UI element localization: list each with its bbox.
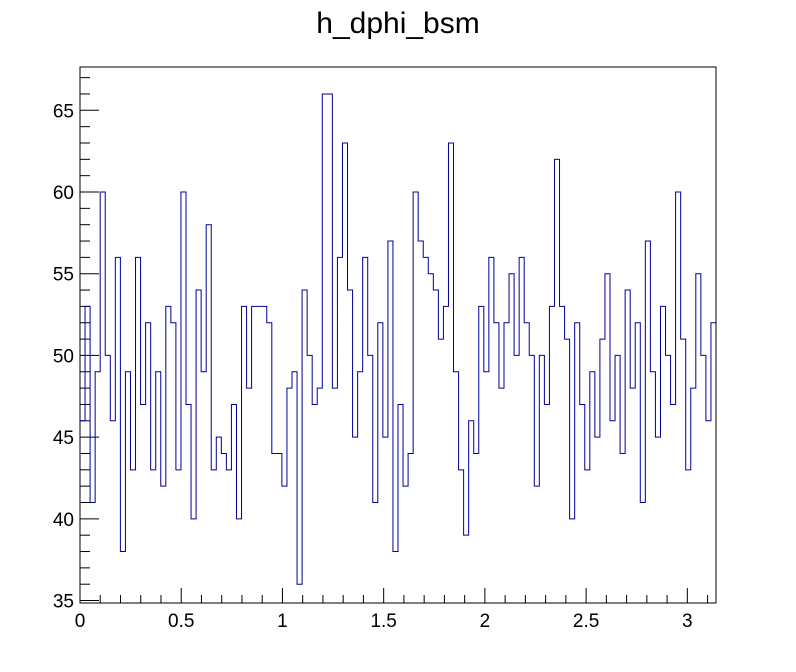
x-tick-label: 1 [277, 611, 288, 632]
y-tick-label: 60 [53, 183, 74, 204]
y-tick-label: 45 [53, 428, 74, 449]
y-tick-label: 55 [53, 265, 74, 286]
x-tick-label: 1.5 [370, 611, 396, 632]
y-axis: 35 40 45 50 55 60 65 [53, 77, 99, 613]
plot-frame [79, 66, 717, 604]
chart-title: h_dphi_bsm [316, 7, 479, 40]
x-tick-label: 0 [75, 611, 86, 632]
x-tick-label: 2 [480, 611, 491, 632]
y-tick-label: 40 [53, 510, 74, 531]
y-tick-label: 35 [53, 592, 74, 613]
histogram-series-line [80, 93, 716, 585]
x-tick-label: 0.5 [168, 611, 194, 632]
x-tick-label: 2.5 [573, 611, 599, 632]
y-tick-label: 65 [53, 101, 74, 122]
x-tick-label: 3 [682, 611, 693, 632]
y-tick-label: 50 [53, 346, 74, 367]
x-axis: 0 0.5 1 1.5 2 2.5 3 [75, 588, 709, 632]
